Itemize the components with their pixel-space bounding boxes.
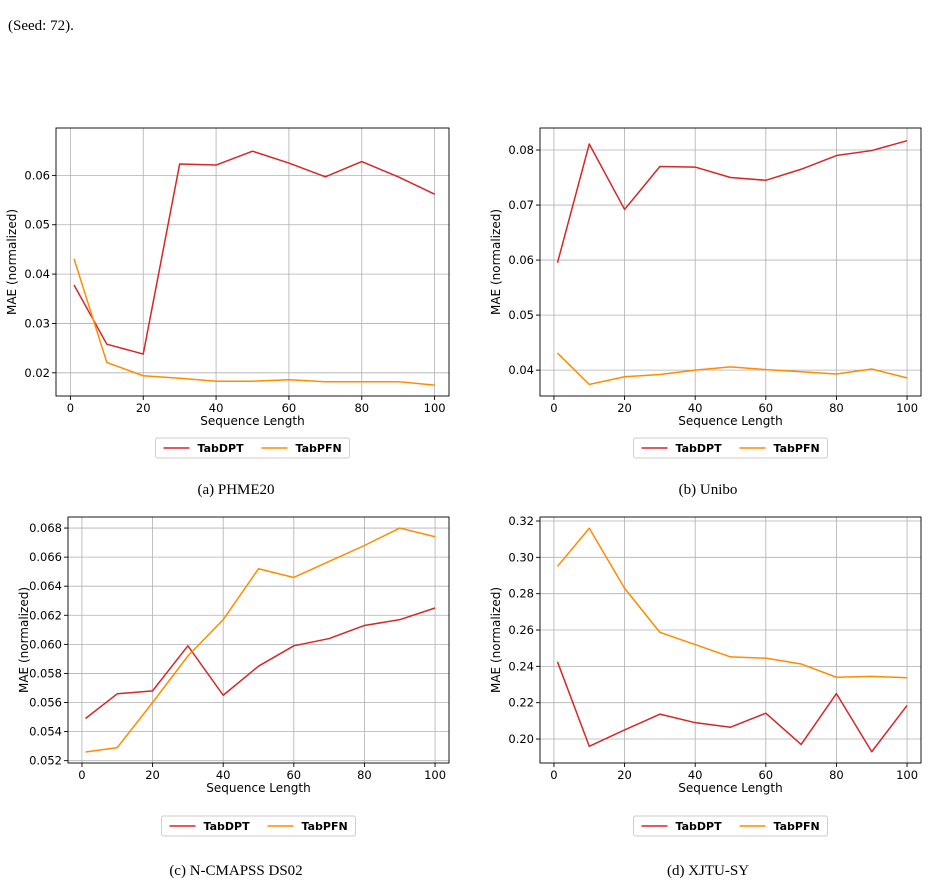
- y-tick-label: 0.060: [29, 637, 62, 651]
- y-tick-label: 0.28: [508, 587, 534, 601]
- series-line-tabdpt: [556, 661, 908, 753]
- chart-svg-xjtusy: 0 20 40 60 80 100 0.20 0.22 0.24 0.26 0.28 0.30 0.32…: [489, 514, 922, 837]
- y-tick-label: 0.32: [508, 514, 534, 528]
- x-tick-label: 80: [829, 768, 844, 782]
- series-line-tabdpt: [73, 150, 435, 355]
- x-tick-label: 0: [550, 768, 557, 782]
- chart-caption-phme20: (a) PHME20: [197, 482, 275, 498]
- figure-caption-fragment: (Seed: 72).: [8, 18, 74, 34]
- chart-svg-ncmapss: 0 20 40 60 80 100 0.052 0.054 0.056 0.058 0.060 0.0…: [17, 516, 450, 837]
- y-axis-label: MAE (normalized): [5, 209, 19, 315]
- legend: TabDPT TabPFN: [161, 815, 356, 837]
- x-tick-label: 100: [424, 401, 446, 415]
- x-tick-label: 80: [829, 401, 844, 415]
- legend-label-tabpfn: TabPFN: [774, 820, 820, 833]
- y-tick-label: 0.066: [29, 550, 62, 564]
- x-tick-label: 100: [424, 768, 446, 782]
- series-line-tabpfn: [73, 258, 435, 386]
- x-tick-label: 80: [357, 768, 372, 782]
- legend-box: [155, 437, 350, 459]
- series-line-tabdpt: [556, 139, 908, 264]
- chart-svg-phme20: 0 20 40 60 80 100 0.02 0.03 0.04 0.05 0.06 Sequence…: [5, 127, 450, 459]
- x-tick-label: 20: [617, 401, 632, 415]
- x-axis-label: Sequence Length: [206, 781, 310, 795]
- x-tick-label: 0: [550, 401, 557, 415]
- x-tick-label: 40: [688, 401, 703, 415]
- chart-panel-phme20: 0 20 40 60 80 100 0.02 0.03 0.04 0.05 0.06 Sequence…: [0, 113, 472, 503]
- chart-panel-xjtusy: 0 20 40 60 80 100 0.20 0.22 0.24 0.26 0.28 0.30 0.32…: [472, 503, 944, 893]
- legend-label-tabdpt: TabDPT: [676, 442, 723, 455]
- chart-caption-xjtusy: (d) XJTU-SY: [666, 863, 750, 879]
- legend: TabDPT TabPFN: [155, 437, 350, 459]
- x-tick-label: 100: [896, 401, 918, 415]
- legend-box: [633, 437, 828, 459]
- chart-panel-unibo: 0 20 40 60 80 100 0.04 0.05 0.06 0.07 0.08 Sequence…: [472, 113, 944, 503]
- plot-frame: [539, 516, 922, 764]
- y-tick-label: 0.26: [508, 623, 534, 637]
- chart-svg-unibo: 0 20 40 60 80 100 0.04 0.05 0.06 0.07 0.08 Sequence…: [489, 127, 922, 459]
- y-tick-label: 0.24: [508, 659, 534, 673]
- x-tick-label: 60: [758, 401, 773, 415]
- x-tick-label: 60: [758, 768, 773, 782]
- plot-frame: [67, 516, 450, 764]
- y-tick-label: 0.20: [508, 732, 534, 746]
- y-tick-label: 0.06: [508, 253, 534, 267]
- y-tick-label: 0.04: [24, 267, 50, 281]
- y-tick-label: 0.08: [508, 143, 534, 157]
- legend-label-tabpfn: TabPFN: [302, 820, 348, 833]
- legend-label-tabdpt: TabDPT: [676, 820, 723, 833]
- y-axis-label: MAE (normalized): [489, 587, 503, 693]
- legend-label-tabpfn: TabPFN: [296, 442, 342, 455]
- y-tick-label: 0.03: [24, 316, 50, 330]
- y-tick-label: 0.062: [29, 608, 62, 622]
- x-axis-label: Sequence Length: [678, 414, 782, 428]
- x-tick-label: 20: [617, 768, 632, 782]
- y-tick-label: 0.05: [24, 218, 50, 232]
- x-tick-label: 0: [78, 768, 85, 782]
- x-tick-label: 60: [282, 401, 297, 415]
- chart-caption-ncmapss: (c) N-CMAPSS DS02: [169, 863, 303, 879]
- x-tick-label: 80: [354, 401, 369, 415]
- legend-box: [161, 815, 356, 837]
- x-tick-label: 40: [209, 401, 224, 415]
- y-tick-label: 0.064: [29, 579, 62, 593]
- x-tick-label: 40: [216, 768, 231, 782]
- x-tick-label: 20: [136, 401, 151, 415]
- y-tick-label: 0.06: [24, 168, 50, 182]
- legend-label-tabdpt: TabDPT: [204, 820, 251, 833]
- y-tick-label: 0.05: [508, 308, 534, 322]
- y-axis-label: MAE (normalized): [489, 209, 503, 315]
- x-tick-label: 0: [67, 401, 74, 415]
- y-axis-label: MAE (normalized): [17, 587, 31, 693]
- legend-box: [633, 815, 828, 837]
- x-tick-label: 40: [688, 768, 703, 782]
- series-line-tabpfn: [556, 527, 908, 679]
- y-tick-label: 0.30: [508, 550, 534, 564]
- y-tick-label: 0.052: [29, 754, 62, 768]
- chart-caption-unibo: (b) Unibo: [678, 482, 738, 498]
- x-tick-label: 20: [145, 768, 160, 782]
- chart-panel-ncmapss: 0 20 40 60 80 100 0.052 0.054 0.056 0.058 0.060 0.0…: [0, 503, 472, 893]
- y-tick-label: 0.058: [29, 666, 62, 680]
- y-tick-label: 0.068: [29, 521, 62, 535]
- legend-label-tabpfn: TabPFN: [774, 442, 820, 455]
- legend-label-tabdpt: TabDPT: [198, 442, 245, 455]
- x-axis-label: Sequence Length: [678, 781, 782, 795]
- legend: TabDPT TabPFN: [633, 815, 828, 837]
- y-tick-label: 0.07: [508, 198, 534, 212]
- series-line-tabdpt: [85, 607, 436, 720]
- plot-frame: [539, 127, 922, 397]
- plot-frame: [55, 127, 450, 397]
- x-axis-label: Sequence Length: [200, 414, 304, 428]
- y-tick-label: 0.02: [24, 366, 50, 380]
- y-tick-label: 0.04: [508, 363, 534, 377]
- y-tick-label: 0.056: [29, 696, 62, 710]
- series-line-tabpfn: [556, 352, 908, 386]
- series-line-tabpfn: [85, 527, 436, 753]
- x-tick-label: 60: [286, 768, 301, 782]
- x-tick-label: 100: [896, 768, 918, 782]
- legend: TabDPT TabPFN: [633, 437, 828, 459]
- y-tick-label: 0.054: [29, 725, 62, 739]
- y-tick-label: 0.22: [508, 696, 534, 710]
